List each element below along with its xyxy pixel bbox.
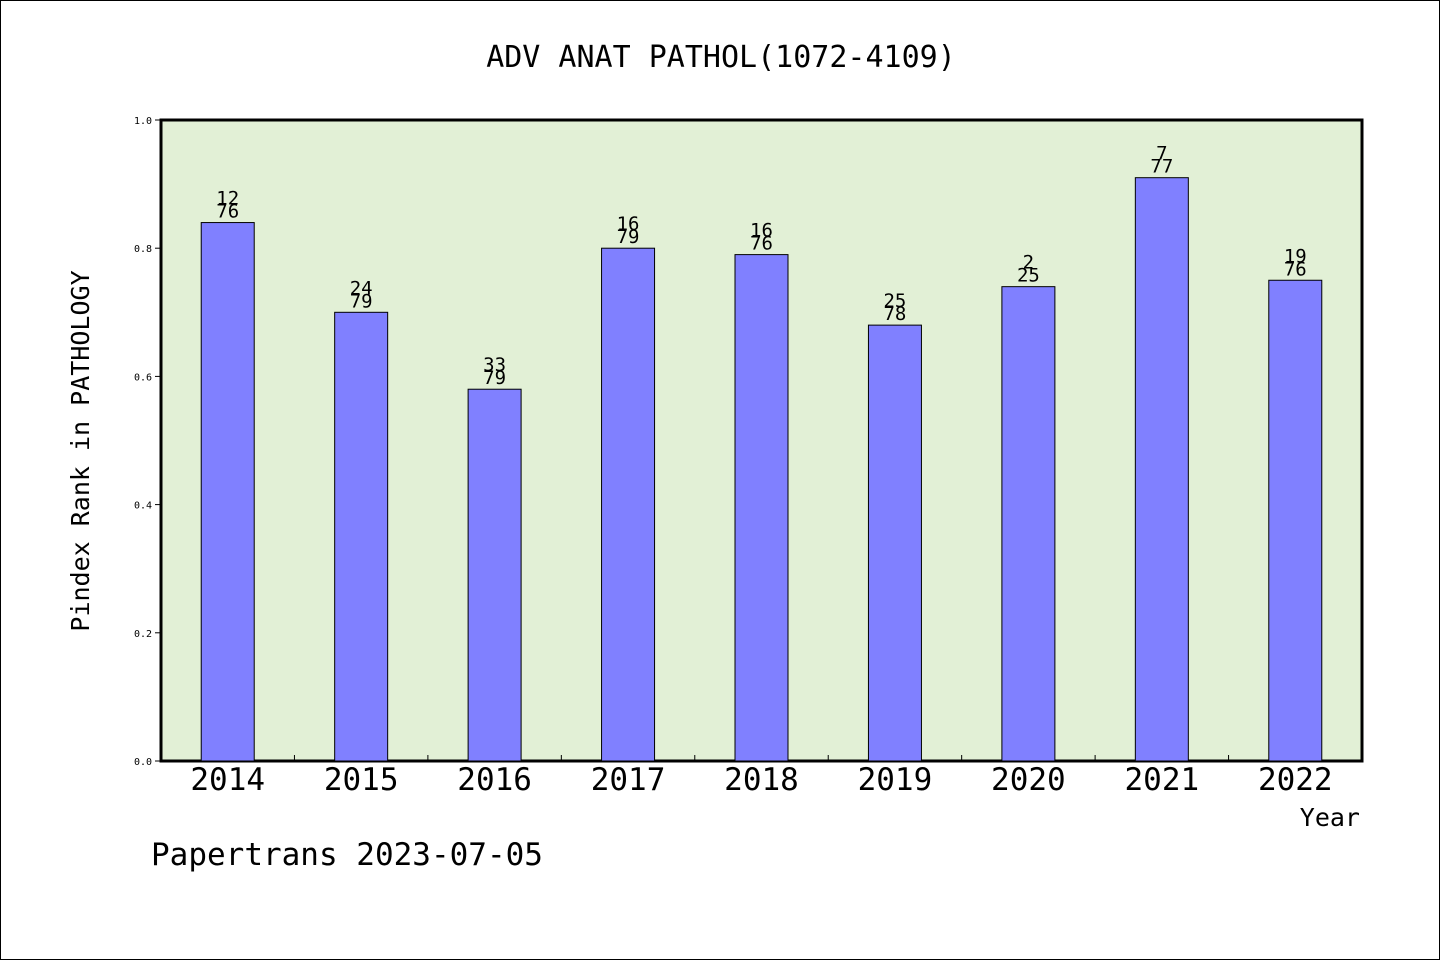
rank-label: 19 (1284, 245, 1307, 267)
total-label: 79 (617, 226, 640, 248)
bar-2020 (1001, 286, 1056, 762)
total-label: 77 (1150, 156, 1173, 178)
chart-title: ADV ANAT PATHOL(1072-4109) (486, 40, 956, 75)
bar-2019 (867, 324, 922, 762)
y-axis-label: Pindex Rank in PATHOLOGY (66, 270, 95, 631)
y-tick-label: 0.4 (134, 501, 152, 512)
rank-label: 12 (216, 188, 239, 210)
total-label: 79 (350, 290, 373, 312)
bar-2021 (1134, 177, 1189, 762)
total-label: 76 (216, 201, 239, 223)
total-label: 78 (883, 303, 906, 325)
x-tick-label: 2020 (991, 762, 1066, 798)
x-tick-label: 2016 (457, 762, 532, 798)
x-axis-ticks: 2014 2015 2016 2017 2018 2019 2020 2021 2022 (190, 755, 1333, 798)
x-tick-label: 2019 (858, 762, 933, 798)
x-tick-label: 2018 (724, 762, 799, 798)
x-tick-label: 2022 (1258, 762, 1333, 798)
y-tick-label: 0.6 (134, 372, 152, 383)
rank-label: 16 (750, 220, 773, 242)
bar-2015 (334, 311, 389, 762)
y-tick-label: 1.0 (134, 116, 152, 127)
total-label: 76 (750, 233, 773, 255)
bar-2016 (467, 388, 522, 762)
total-label: 25 (1017, 265, 1040, 287)
rank-label: 25 (883, 290, 906, 312)
x-axis-label: Year (1300, 803, 1360, 832)
x-tick-label: 2014 (190, 762, 265, 798)
x-tick-label: 2017 (591, 762, 666, 798)
x-tick-label: 2015 (324, 762, 399, 798)
y-axis-ticks: 0.0 0.2 0.4 0.6 0.8 1.0 (134, 116, 161, 768)
rank-label: 2 (1023, 252, 1034, 274)
rank-label: 7 (1156, 143, 1167, 165)
bar-2014 (200, 222, 255, 762)
total-label: 76 (1284, 258, 1307, 280)
bar-2018 (734, 254, 789, 762)
y-tick-label: 0.8 (134, 244, 152, 255)
rank-label: 33 (483, 354, 506, 376)
y-tick-label: 0.0 (134, 757, 152, 768)
footer-credit: Papertrans 2023-07-05 (151, 837, 543, 873)
total-label: 79 (483, 367, 506, 389)
rank-label: 16 (617, 213, 640, 235)
bar-2022 (1268, 279, 1323, 762)
bar-2017 (601, 247, 656, 762)
rank-label: 24 (350, 277, 373, 299)
x-tick-label: 2021 (1125, 762, 1200, 798)
y-tick-label: 0.2 (134, 629, 152, 640)
